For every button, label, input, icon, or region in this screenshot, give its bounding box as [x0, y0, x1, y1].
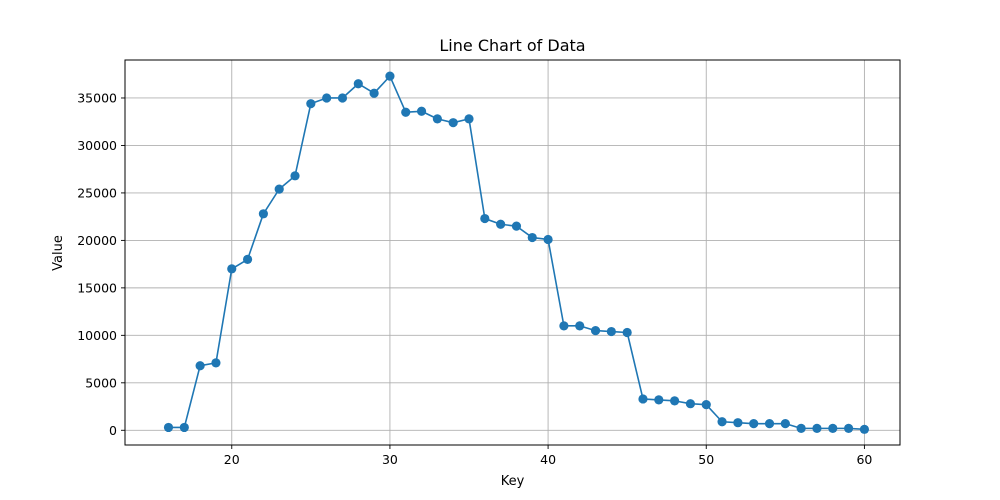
- data-point: [290, 171, 300, 181]
- data-point: [543, 234, 553, 245]
- series-line: [168, 75, 865, 431]
- x-tick-label: 30: [382, 452, 398, 467]
- data-point: [227, 264, 237, 274]
- data-point: [606, 326, 616, 337]
- data-point: [432, 114, 442, 124]
- x-tick-label: 40: [540, 452, 556, 467]
- x-tick-label: 20: [224, 452, 240, 467]
- data-point: [796, 423, 806, 433]
- y-tick-label: 35000: [77, 90, 117, 105]
- data-point: [258, 209, 268, 219]
- data-point: [306, 99, 316, 109]
- data-point: [733, 418, 743, 428]
- plot-frame: [124, 59, 901, 446]
- data-point: [843, 423, 854, 433]
- data-point: [480, 213, 490, 224]
- y-axis-label: Value: [51, 235, 66, 271]
- chart-title: Line Chart of Data: [439, 36, 585, 55]
- data-point: [670, 396, 680, 406]
- y-tick-label: 10000: [77, 328, 117, 343]
- data-point: [685, 399, 696, 409]
- data-point: [701, 400, 711, 410]
- data-point: [448, 118, 458, 128]
- data-point: [163, 422, 174, 433]
- data-point: [828, 423, 838, 433]
- data-point: [590, 325, 601, 336]
- grid-lines: [125, 60, 900, 445]
- data-point: [416, 106, 427, 116]
- x-tick-label: 50: [698, 452, 714, 467]
- y-tick-label: 15000: [77, 280, 117, 295]
- data-point: [717, 417, 727, 427]
- data-point: [749, 419, 759, 429]
- y-tick-label: 30000: [77, 138, 117, 153]
- data-point: [859, 424, 870, 434]
- y-tick-label: 0: [109, 423, 117, 438]
- data-point: [179, 422, 189, 433]
- data-point: [654, 395, 664, 405]
- data-point: [322, 93, 332, 103]
- data-point: [353, 79, 363, 89]
- y-tick-label: 20000: [77, 233, 117, 248]
- data-point: [764, 419, 775, 429]
- y-tick-label: 25000: [77, 185, 117, 200]
- data-point: [195, 361, 205, 371]
- data-point: [464, 114, 474, 124]
- data-point: [622, 327, 632, 338]
- data-point: [527, 232, 537, 243]
- y-tick-label: 5000: [85, 375, 117, 390]
- data-point: [242, 254, 253, 264]
- data-point: [559, 321, 569, 331]
- series-layer: [163, 71, 870, 434]
- x-axis-label: Key: [501, 474, 525, 489]
- data-point: [575, 321, 585, 331]
- data-point: [274, 184, 284, 194]
- data-point: [385, 71, 395, 81]
- data-point: [780, 419, 790, 429]
- data-point: [496, 219, 506, 229]
- x-tick-label: 60: [856, 452, 872, 467]
- axis-ticks: 20 30 40 50 60 0 5000 10000 15000 20000 25000 30000…: [77, 90, 872, 467]
- data-point: [211, 358, 221, 368]
- data-point: [401, 107, 411, 117]
- data-point: [511, 221, 522, 231]
- data-point: [638, 394, 648, 404]
- data-point: [337, 93, 348, 103]
- data-point: [369, 88, 379, 98]
- data-point: [812, 423, 822, 433]
